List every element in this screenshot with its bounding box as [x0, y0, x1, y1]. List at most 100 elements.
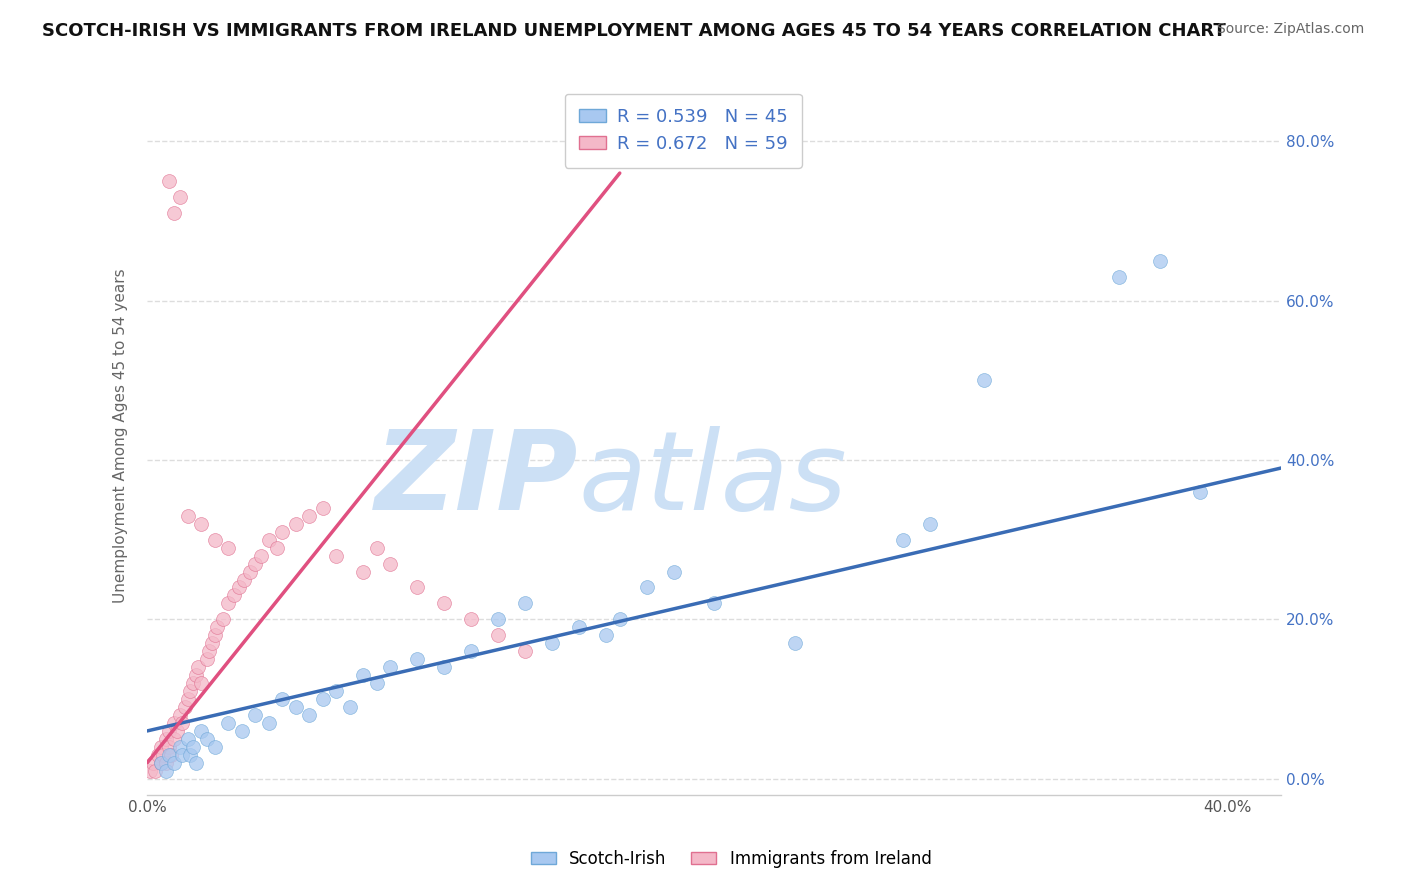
Immigrants from Ireland — [146, 747, 169, 762]
Scotch-Irish — [366, 676, 388, 690]
Scotch-Irish — [149, 756, 172, 770]
Immigrants from Ireland — [380, 557, 402, 571]
Scotch-Irish — [298, 708, 321, 723]
Scotch-Irish — [1108, 269, 1130, 284]
Scotch-Irish — [636, 581, 658, 595]
Immigrants from Ireland — [139, 764, 162, 778]
Scotch-Irish — [231, 723, 253, 738]
Scotch-Irish — [406, 652, 429, 666]
Immigrants from Ireland — [142, 756, 165, 770]
Scotch-Irish — [217, 716, 239, 731]
Scotch-Irish — [352, 668, 374, 682]
Immigrants from Ireland — [187, 660, 209, 674]
Scotch-Irish — [312, 692, 335, 706]
Immigrants from Ireland — [190, 676, 212, 690]
Immigrants from Ireland — [228, 581, 250, 595]
Immigrants from Ireland — [155, 756, 177, 770]
Scotch-Irish — [284, 700, 307, 714]
Immigrants from Ireland — [245, 557, 267, 571]
Immigrants from Ireland — [163, 716, 186, 731]
Immigrants from Ireland — [239, 565, 262, 579]
Immigrants from Ireland — [179, 684, 201, 698]
Immigrants from Ireland — [176, 508, 198, 523]
Scotch-Irish — [460, 644, 482, 658]
Scotch-Irish — [245, 708, 267, 723]
Legend: Scotch-Irish, Immigrants from Ireland: Scotch-Irish, Immigrants from Ireland — [524, 844, 938, 875]
Text: atlas: atlas — [578, 425, 846, 533]
Text: Source: ZipAtlas.com: Source: ZipAtlas.com — [1216, 22, 1364, 37]
Immigrants from Ireland — [149, 756, 172, 770]
Scotch-Irish — [271, 692, 294, 706]
Scotch-Irish — [339, 700, 361, 714]
Immigrants from Ireland — [157, 174, 180, 188]
Scotch-Irish — [157, 747, 180, 762]
Scotch-Irish — [172, 747, 194, 762]
Immigrants from Ireland — [222, 589, 245, 603]
Immigrants from Ireland — [166, 723, 188, 738]
Scotch-Irish — [325, 684, 347, 698]
Scotch-Irish — [486, 612, 509, 626]
Scotch-Irish — [176, 731, 198, 746]
Immigrants from Ireland — [143, 764, 166, 778]
Immigrants from Ireland — [169, 708, 191, 723]
Scotch-Irish — [1189, 484, 1212, 499]
Immigrants from Ireland — [190, 516, 212, 531]
Immigrants from Ireland — [460, 612, 482, 626]
Immigrants from Ireland — [174, 700, 197, 714]
Scotch-Irish — [595, 628, 617, 642]
Immigrants from Ireland — [201, 636, 224, 650]
Immigrants from Ireland — [515, 644, 537, 658]
Immigrants from Ireland — [157, 723, 180, 738]
Scotch-Irish — [179, 747, 201, 762]
Immigrants from Ireland — [163, 731, 186, 746]
Immigrants from Ireland — [217, 596, 239, 610]
Immigrants from Ireland — [366, 541, 388, 555]
Immigrants from Ireland — [271, 524, 294, 539]
Immigrants from Ireland — [152, 747, 174, 762]
Immigrants from Ireland — [298, 508, 321, 523]
Immigrants from Ireland — [204, 628, 226, 642]
Immigrants from Ireland — [184, 668, 207, 682]
Immigrants from Ireland — [181, 676, 204, 690]
Scotch-Irish — [662, 565, 685, 579]
Immigrants from Ireland — [406, 581, 429, 595]
Immigrants from Ireland — [266, 541, 288, 555]
Scotch-Irish — [163, 756, 186, 770]
Immigrants from Ireland — [195, 652, 218, 666]
Immigrants from Ireland — [211, 612, 233, 626]
Scotch-Irish — [609, 612, 631, 626]
Text: SCOTCH-IRISH VS IMMIGRANTS FROM IRELAND UNEMPLOYMENT AMONG AGES 45 TO 54 YEARS C: SCOTCH-IRISH VS IMMIGRANTS FROM IRELAND … — [42, 22, 1226, 40]
Scotch-Irish — [891, 533, 914, 547]
Scotch-Irish — [204, 739, 226, 754]
Scotch-Irish — [184, 756, 207, 770]
Immigrants from Ireland — [172, 716, 194, 731]
Immigrants from Ireland — [157, 739, 180, 754]
Immigrants from Ireland — [217, 541, 239, 555]
Immigrants from Ireland — [312, 500, 335, 515]
Scotch-Irish — [1149, 253, 1171, 268]
Immigrants from Ireland — [169, 190, 191, 204]
Legend: R = 0.539   N = 45, R = 0.672   N = 59: R = 0.539 N = 45, R = 0.672 N = 59 — [565, 94, 801, 168]
Scotch-Irish — [195, 731, 218, 746]
Immigrants from Ireland — [433, 596, 456, 610]
Scotch-Irish — [257, 716, 280, 731]
Immigrants from Ireland — [155, 731, 177, 746]
Scotch-Irish — [541, 636, 564, 650]
Immigrants from Ireland — [284, 516, 307, 531]
Y-axis label: Unemployment Among Ages 45 to 54 years: Unemployment Among Ages 45 to 54 years — [114, 268, 128, 603]
Scotch-Irish — [515, 596, 537, 610]
Immigrants from Ireland — [352, 565, 374, 579]
Immigrants from Ireland — [176, 692, 198, 706]
Scotch-Irish — [169, 739, 191, 754]
Immigrants from Ireland — [163, 206, 186, 220]
Scotch-Irish — [433, 660, 456, 674]
Immigrants from Ireland — [204, 533, 226, 547]
Scotch-Irish — [568, 620, 591, 634]
Scotch-Irish — [785, 636, 807, 650]
Scotch-Irish — [155, 764, 177, 778]
Scotch-Irish — [181, 739, 204, 754]
Immigrants from Ireland — [149, 739, 172, 754]
Immigrants from Ireland — [249, 549, 271, 563]
Immigrants from Ireland — [160, 747, 183, 762]
Immigrants from Ireland — [233, 573, 256, 587]
